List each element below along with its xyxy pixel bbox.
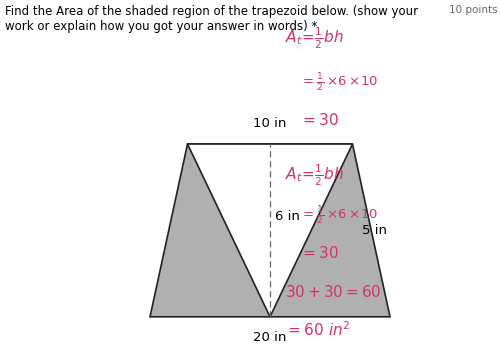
Text: 5 in: 5 in	[362, 224, 388, 237]
Text: $=30$: $=30$	[300, 245, 339, 261]
Text: 20 in: 20 in	[254, 331, 286, 344]
Polygon shape	[188, 144, 352, 317]
Text: $A_t\!=\!\frac{1}{2}bh$: $A_t\!=\!\frac{1}{2}bh$	[285, 162, 344, 188]
Text: 6 in: 6 in	[275, 210, 300, 222]
Text: 10 in: 10 in	[254, 117, 286, 130]
Polygon shape	[150, 144, 390, 317]
Text: Find the Area of the shaded region of the trapezoid below. (show your: Find the Area of the shaded region of th…	[5, 5, 418, 18]
Text: $30+30=60$: $30+30=60$	[285, 284, 382, 300]
Text: $A_t\!=\!\frac{1}{2}bh$: $A_t\!=\!\frac{1}{2}bh$	[285, 25, 344, 51]
Text: 10 points: 10 points	[449, 5, 498, 15]
Text: $=60\ in^{2}$: $=60\ in^{2}$	[285, 320, 350, 339]
Text: $=\frac{1}{2}\times\!6\times\!10$: $=\frac{1}{2}\times\!6\times\!10$	[300, 205, 378, 227]
Text: work or explain how you got your answer in words) *: work or explain how you got your answer …	[5, 20, 318, 33]
Text: $=\frac{1}{2}\times\!6\times\!10$: $=\frac{1}{2}\times\!6\times\!10$	[300, 72, 378, 94]
Text: $=30$: $=30$	[300, 112, 339, 127]
